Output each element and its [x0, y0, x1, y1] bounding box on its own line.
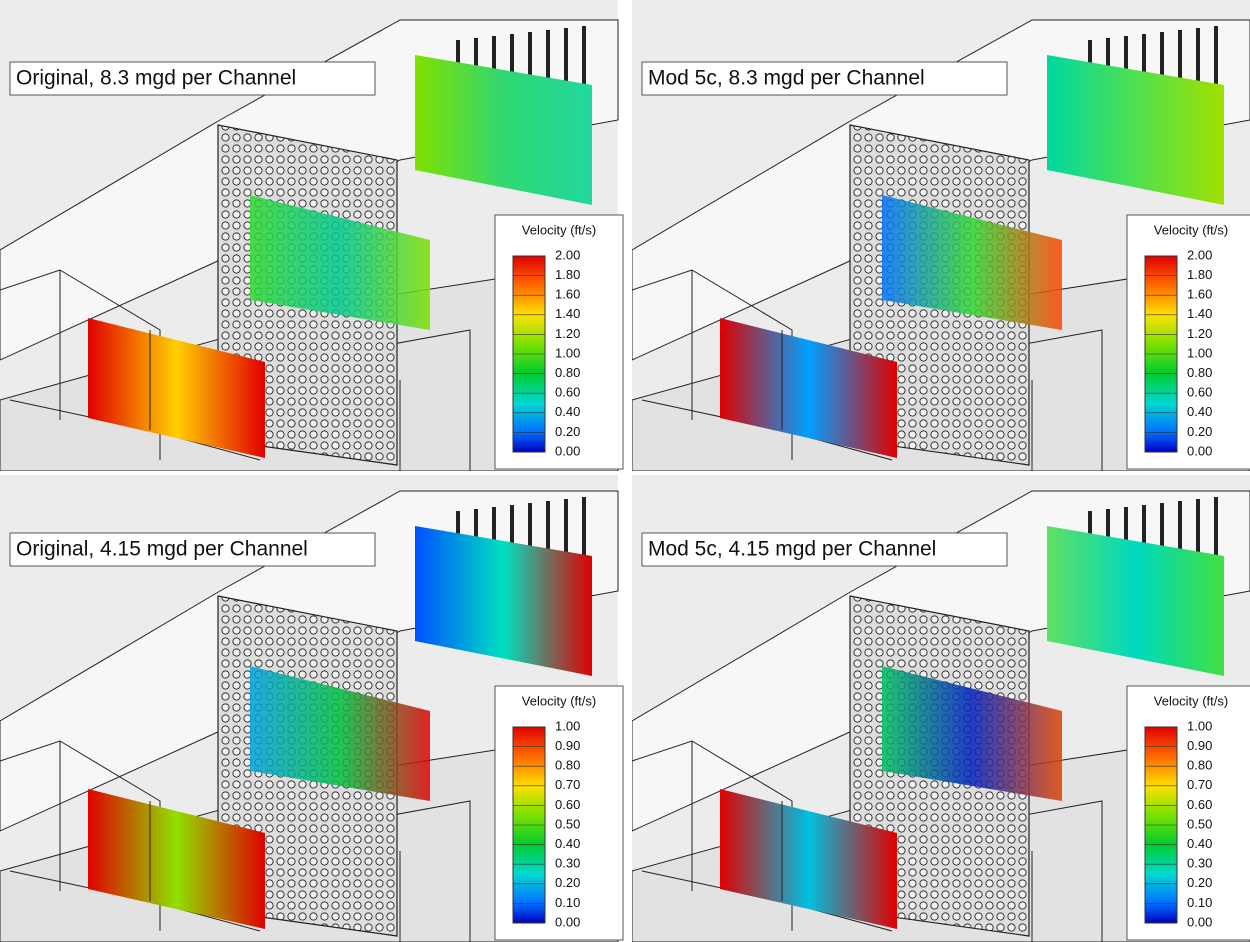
colorbar-label: 1.00	[555, 345, 580, 360]
colorbar-label: 0.20	[555, 875, 580, 890]
page: Original, 8.3 mgd per Channel Velocity (f…	[0, 0, 1250, 942]
colorbar-label: 0.90	[555, 738, 580, 753]
colorbar-label: 1.60	[1187, 287, 1212, 302]
colorbar-label: 0.00	[1187, 914, 1212, 929]
colorbar-label: 0.70	[555, 777, 580, 792]
colorbar-label: 0.00	[555, 443, 580, 458]
legend-title: Velocity (ft/s)	[522, 222, 596, 237]
colorbar-label: 0.40	[555, 836, 580, 851]
colorbar-label: 0.40	[555, 404, 580, 419]
colorbar-label: 0.00	[555, 914, 580, 929]
colorbar-label: 0.30	[1187, 856, 1212, 871]
colorbar-label: 1.20	[1187, 326, 1212, 341]
panel-title: Original, 8.3 mgd per Channel	[16, 67, 296, 90]
colorbar-label: 0.20	[555, 424, 580, 439]
colorbar-label: 0.80	[555, 758, 580, 773]
legend-title: Velocity (ft/s)	[1154, 222, 1228, 237]
panel-title: Mod 5c, 8.3 mgd per Channel	[648, 67, 925, 90]
panel: Mod 5c, 8.3 mgd per Channel Velocity (ft/…	[632, 0, 1250, 471]
colorbar-label: 0.00	[1187, 443, 1212, 458]
panel-title: Original, 4.15 mgd per Channel	[16, 538, 308, 561]
colorbar-label: 1.80	[555, 267, 580, 282]
colorbar-label: 1.60	[555, 287, 580, 302]
colorbar-label: 1.40	[1187, 306, 1212, 321]
colorbar-label: 0.70	[1187, 777, 1212, 792]
colorbar-label: 0.60	[1187, 385, 1212, 400]
colorbar-label: 1.00	[555, 718, 580, 733]
colorbar-label: 2.00	[1187, 247, 1212, 262]
legend-title: Velocity (ft/s)	[522, 693, 596, 708]
colorbar-label: 0.60	[555, 797, 580, 812]
colorbar-label: 1.00	[1187, 345, 1212, 360]
colorbar-label: 2.00	[555, 247, 580, 262]
colorbar-label: 0.90	[1187, 738, 1212, 753]
colorbar-label: 0.10	[1187, 895, 1212, 910]
colorbar-label: 0.50	[1187, 816, 1212, 831]
colorbar-label: 0.80	[1187, 365, 1212, 380]
panel-title: Mod 5c, 4.15 mgd per Channel	[648, 538, 936, 561]
legend-title: Velocity (ft/s)	[1154, 693, 1228, 708]
colorbar-label: 0.60	[1187, 797, 1212, 812]
colorbar-label: 0.40	[1187, 836, 1212, 851]
colorbar-label: 0.60	[555, 385, 580, 400]
colorbar-label: 0.40	[1187, 404, 1212, 419]
colorbar-label: 0.20	[1187, 424, 1212, 439]
colorbar-label: 1.40	[555, 306, 580, 321]
colorbar-label: 0.20	[1187, 875, 1212, 890]
panel: Original, 4.15 mgd per Channel Velocity (…	[0, 471, 623, 942]
panel: Original, 8.3 mgd per Channel Velocity (f…	[0, 0, 623, 471]
colorbar-label: 0.80	[555, 365, 580, 380]
colorbar-label: 0.30	[555, 856, 580, 871]
figure: Original, 8.3 mgd per Channel Velocity (f…	[0, 0, 1250, 942]
colorbar-label: 1.00	[1187, 718, 1212, 733]
colorbar-label: 1.20	[555, 326, 580, 341]
colorbar-label: 1.80	[1187, 267, 1212, 282]
colorbar-label: 0.80	[1187, 758, 1212, 773]
panel: Mod 5c, 4.15 mgd per Channel Velocity (ft…	[632, 471, 1250, 942]
colorbar-label: 0.50	[555, 816, 580, 831]
colorbar-label: 0.10	[555, 895, 580, 910]
